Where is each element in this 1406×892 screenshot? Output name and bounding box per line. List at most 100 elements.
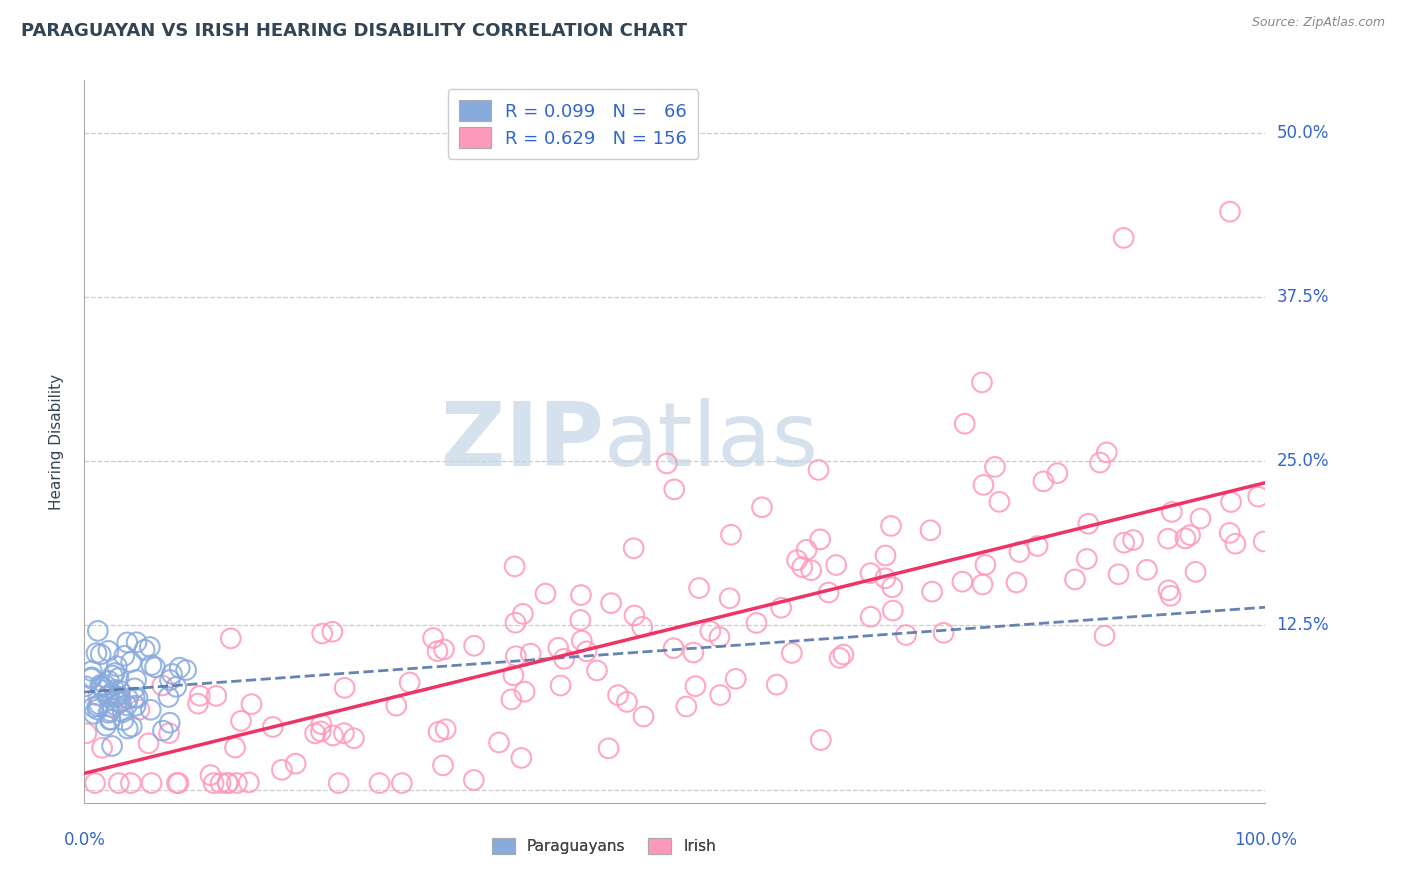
Point [875,571,897,585]
Point [1219,204,1241,219]
Text: Source: ZipAtlas.com: Source: ZipAtlas.com [1251,16,1385,29]
Point [718,591,741,606]
Point [825,558,848,572]
Point [724,672,747,686]
Point [391,776,413,790]
Point [86,646,108,660]
Point [623,541,645,556]
Point [229,714,252,728]
Point [921,584,943,599]
Point [97,689,120,703]
Point [1076,552,1098,566]
Point [569,613,592,627]
Point [828,651,851,665]
Point [125,635,148,649]
Point [93,683,115,698]
Point [128,703,150,717]
Point [882,603,904,617]
Point [368,776,391,790]
Point [262,720,284,734]
Point [463,772,485,787]
Point [1095,445,1118,459]
Point [984,459,1007,474]
Point [616,695,638,709]
Point [84,776,107,790]
Point [141,776,163,790]
Point [166,776,188,790]
Point [160,667,183,681]
Point [699,624,721,639]
Point [117,635,139,649]
Point [219,632,242,646]
Point [157,726,180,740]
Point [75,726,97,740]
Point [1174,532,1197,546]
Point [932,625,955,640]
Point [501,692,523,706]
Point [1225,537,1247,551]
Point [513,684,536,698]
Text: 37.5%: 37.5% [1277,288,1329,306]
Point [1136,563,1159,577]
Point [807,463,830,477]
Point [105,690,128,704]
Point [970,376,993,390]
Point [988,495,1011,509]
Point [720,528,742,542]
Point [139,640,162,654]
Point [1008,545,1031,559]
Point [91,740,114,755]
Point [547,640,569,655]
Point [89,678,111,692]
Point [103,682,125,697]
Legend: Paraguayans, Irish: Paraguayans, Irish [485,832,723,860]
Point [662,641,685,656]
Point [765,678,787,692]
Point [225,776,247,790]
Point [1160,505,1182,519]
Text: 0.0%: 0.0% [63,830,105,848]
Point [322,729,344,743]
Point [141,658,163,673]
Point [664,483,686,497]
Point [157,690,180,704]
Point [808,533,831,547]
Text: 100.0%: 100.0% [1234,830,1296,848]
Point [655,457,678,471]
Point [505,649,527,664]
Point [333,726,356,740]
Point [83,700,105,714]
Point [159,673,181,687]
Point [98,713,121,727]
Point [104,666,127,681]
Point [202,776,225,790]
Point [1108,567,1130,582]
Point [1253,534,1275,549]
Point [97,706,120,720]
Point [675,699,697,714]
Point [110,695,132,709]
Point [309,724,332,739]
Point [115,698,138,713]
Text: PARAGUAYAN VS IRISH HEARING DISABILITY CORRELATION CHART: PARAGUAYAN VS IRISH HEARING DISABILITY C… [21,22,688,40]
Point [631,620,654,634]
Point [882,580,904,594]
Point [139,703,162,717]
Point [117,691,139,706]
Point [311,717,333,731]
Point [800,563,823,577]
Point [607,688,630,702]
Point [745,615,768,630]
Point [1189,511,1212,525]
Point [121,719,143,733]
Point [108,695,131,709]
Point [598,741,620,756]
Point [80,672,103,686]
Point [321,624,343,639]
Point [120,655,142,669]
Point [1247,490,1270,504]
Point [112,713,135,727]
Point [463,639,485,653]
Point [786,553,808,567]
Point [304,726,326,740]
